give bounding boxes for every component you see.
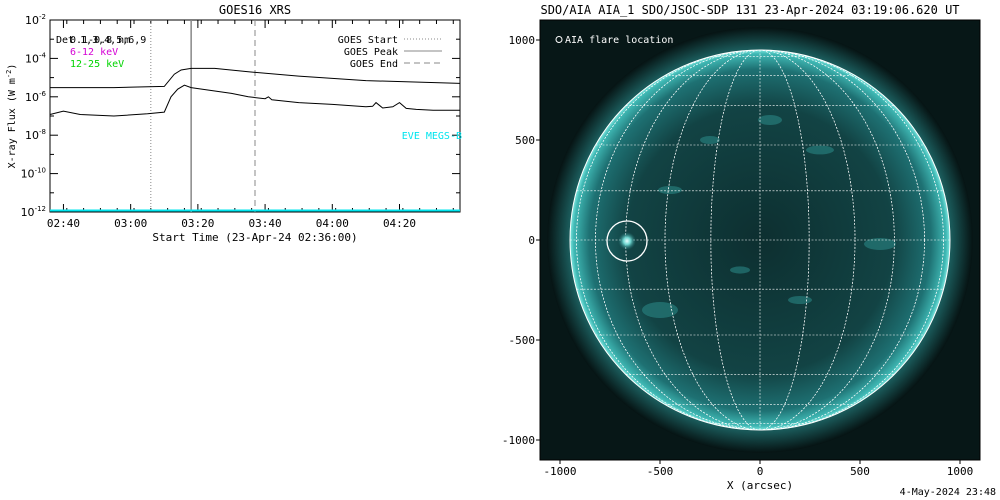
x-tick-label: 02:40	[47, 217, 80, 230]
x-tick-label: 03:40	[249, 217, 282, 230]
active-region	[642, 302, 678, 318]
eve-label: EVE MEGS-B	[402, 131, 462, 142]
x-tick-label: 04:20	[383, 217, 416, 230]
series-line-1	[49, 84, 460, 117]
x-tick-label: -500	[647, 465, 674, 478]
longitude-line	[576, 50, 944, 430]
active-region	[700, 136, 720, 144]
series-line-0	[50, 67, 461, 89]
image-title: SDO/AIA AIA_1 SDO/JSOC-SDP 131 23-Apr-20…	[540, 3, 959, 17]
footer-timestamp: 4-May-2024 23:48	[899, 487, 996, 498]
y-tick-label: 10-12	[21, 205, 46, 219]
legend-right-item: GOES Start	[338, 35, 398, 46]
active-regions	[642, 115, 896, 318]
y-tick-label: -500	[509, 334, 536, 347]
legend-circle-icon	[555, 36, 563, 43]
x-tick-label: 0	[757, 465, 764, 478]
y-tick-base: 10	[21, 206, 35, 219]
y-tick-label: 10-8	[25, 128, 46, 142]
y-tick-base: 10	[25, 91, 39, 104]
x-tick-label: 03:00	[114, 217, 147, 230]
solar-limb	[569, 49, 951, 431]
y-tick-label: 500	[515, 134, 535, 147]
x-tick-label: 500	[850, 465, 870, 478]
aia-image-chart: SDO/AIA AIA_1 SDO/JSOC-SDP 131 23-Apr-20…	[502, 3, 981, 492]
x-tick-label: 04:00	[316, 217, 349, 230]
y-tick-exponent: -2	[39, 13, 46, 21]
active-region	[658, 186, 682, 194]
longitude-line	[625, 50, 895, 430]
y-tick-label: 1000	[509, 34, 536, 47]
y-tick-base: 10	[25, 14, 39, 27]
legend-left-item: 12-25 keV	[70, 59, 124, 70]
y-tick-exponent: -4	[39, 51, 47, 59]
x-tick-label: 03:20	[181, 217, 214, 230]
image-legend: AIA flare location	[565, 35, 673, 46]
flare-brightening	[618, 232, 636, 250]
legend-right-item: GOES End	[350, 59, 398, 70]
y-tick-base: 10	[25, 52, 39, 65]
legend-left-item: 6-12 keV	[70, 47, 118, 58]
y-tick-label: 10-2	[25, 13, 46, 27]
x-axis-label: Start Time (23-Apr-24 02:36:00)	[152, 231, 357, 244]
x-axis-label: X (arcsec)	[727, 479, 793, 492]
y-tick-label: -1000	[502, 434, 535, 447]
y-axis-label-superscript: -2	[5, 70, 13, 78]
active-region	[864, 238, 896, 250]
y-tick-label: 10-6	[25, 90, 47, 104]
y-axis-label: X-ray Flux (W m-2)	[5, 64, 18, 169]
y-tick-label: 10-4	[25, 51, 47, 65]
y-tick-label: 10-10	[21, 167, 46, 181]
x-tick-label: -1000	[543, 465, 576, 478]
y-tick-exponent: -8	[39, 128, 46, 136]
y-tick-exponent: -12	[35, 205, 46, 213]
active-region	[788, 296, 812, 304]
y-tick-label: 0	[528, 234, 535, 247]
legend-right-item: GOES Peak	[344, 47, 398, 58]
y-axis-label-end: )	[7, 64, 18, 70]
active-region	[730, 266, 750, 274]
y-tick-base: 10	[25, 129, 39, 142]
legend-detector-label: Det 1,3,4,5,6,9	[56, 35, 146, 46]
active-region	[758, 115, 782, 125]
x-tick-label: 1000	[947, 465, 974, 478]
chart-title: GOES16 XRS	[219, 3, 291, 17]
legend-left-item: 0.1-0.8 nm	[70, 35, 130, 46]
flare-location-circle	[606, 220, 648, 262]
y-tick-exponent: -6	[39, 90, 47, 98]
y-tick-base: 10	[21, 168, 35, 181]
active-region	[806, 145, 834, 155]
y-axis-label-text: X-ray Flux (W m	[7, 78, 18, 168]
goes-xrs-chart: GOES16 XRS10-1210-1010-810-610-410-202:4…	[5, 3, 462, 244]
y-tick-exponent: -10	[35, 167, 46, 175]
